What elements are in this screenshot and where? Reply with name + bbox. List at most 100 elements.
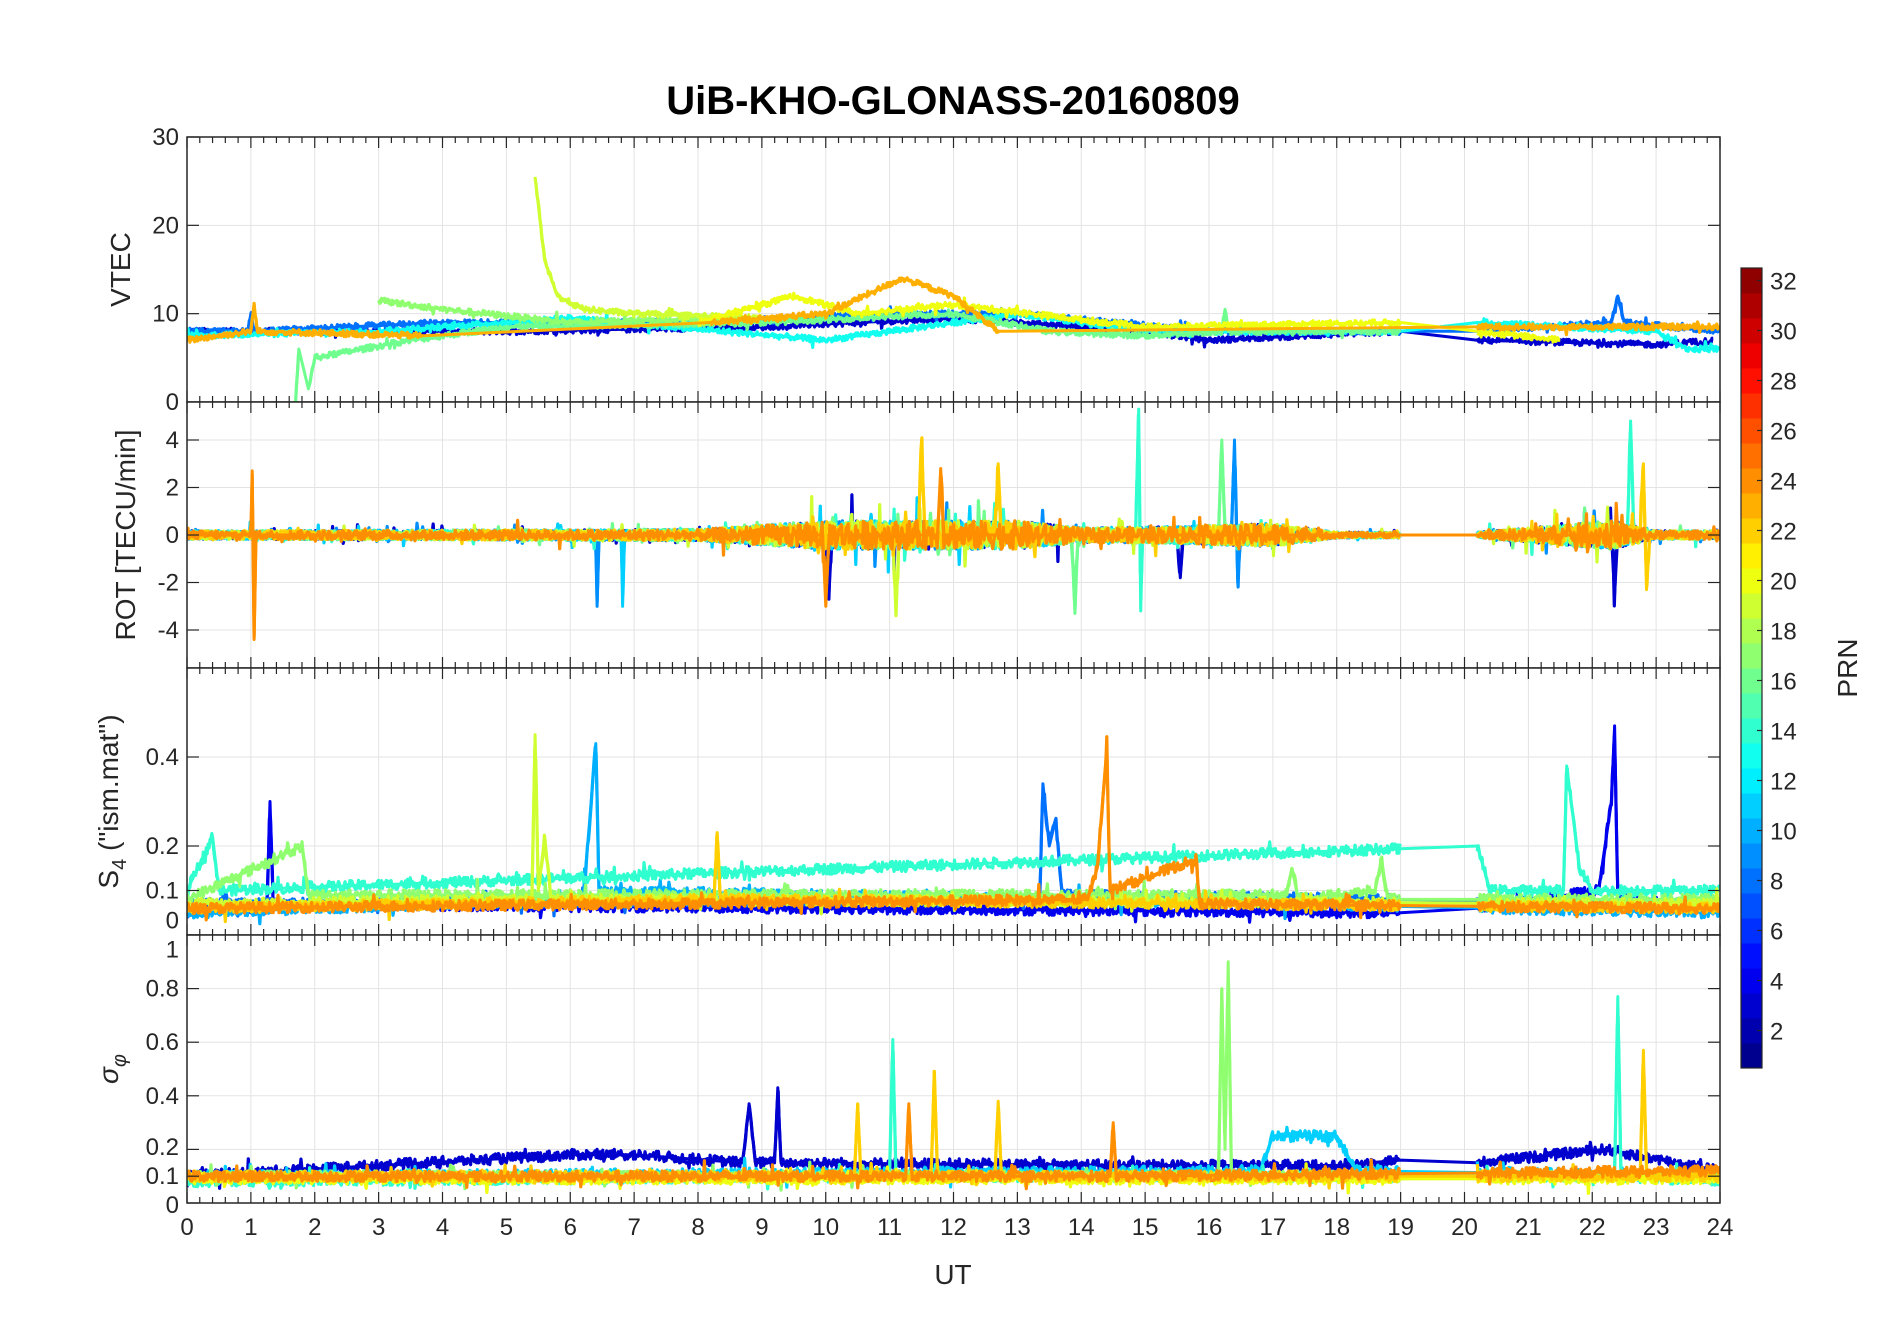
x-tick-label: 19 — [1387, 1214, 1414, 1241]
colorbar-tick-label: 10 — [1770, 819, 1797, 846]
y-tick-label: 0 — [166, 908, 179, 935]
colorbar-level — [1741, 793, 1762, 819]
series-group — [187, 176, 1720, 402]
y-label-rest: ("ism.mat") — [93, 714, 124, 858]
series-prn-24 — [1476, 895, 1720, 919]
series-prn-23 — [709, 276, 1000, 335]
colorbar-label: PRN — [1832, 638, 1863, 697]
series-group — [187, 960, 1720, 1196]
x-tick-label: 11 — [877, 1214, 902, 1241]
x-tick-label: 14 — [1068, 1214, 1095, 1241]
x-tick-label: 5 — [500, 1214, 513, 1241]
x-tick-label: 16 — [1196, 1214, 1223, 1241]
series-prn-20-knots — [697, 294, 1561, 342]
x-tick-label: 8 — [691, 1214, 704, 1241]
series-prn-17-knots — [187, 844, 1720, 901]
colorbar-level — [1741, 443, 1762, 469]
y-tick-label: -4 — [158, 617, 179, 644]
colorbar-level — [1741, 943, 1762, 969]
colorbar-level — [1741, 393, 1762, 419]
x-tick-label: 23 — [1643, 1214, 1670, 1241]
x-tick-label: 18 — [1323, 1214, 1350, 1241]
colorbar-tick-label: 22 — [1770, 519, 1797, 546]
colorbar-tick-label: 28 — [1770, 369, 1797, 396]
colorbar-level — [1741, 768, 1762, 794]
colorbar-tick-label: 18 — [1770, 619, 1797, 646]
series-prn-24-knots — [187, 746, 1720, 910]
y-tick-label: 30 — [152, 124, 179, 151]
x-axis-label: UT — [934, 1259, 971, 1290]
y-tick-label: 0.2 — [146, 833, 179, 860]
x-tick-label: 4 — [436, 1214, 449, 1241]
y-tick-label: 0.8 — [146, 976, 179, 1003]
colorbar-tick-label: 14 — [1770, 719, 1797, 746]
y-axis-label: ROT [TECU/min] — [110, 429, 141, 640]
series-group — [187, 724, 1720, 926]
colorbar-tick-label: 2 — [1770, 1019, 1783, 1046]
colorbar-level — [1741, 293, 1762, 319]
y-tick-label: 0.1 — [146, 1163, 179, 1190]
colorbar-frame — [1740, 267, 1763, 1069]
colorbar-level — [1741, 543, 1762, 569]
colorbar-level — [1741, 643, 1762, 669]
chart-title: UiB-KHO-GLONASS-20160809 — [666, 79, 1240, 123]
series-prn-16-knots — [294, 307, 1401, 402]
colorbar-level — [1741, 368, 1762, 394]
colorbar-tick-label: 20 — [1770, 569, 1797, 596]
y-label-main: S — [93, 870, 124, 889]
panel-0: 0 10 20 30 VTEC — [105, 124, 1721, 416]
colorbar-level — [1741, 418, 1762, 444]
panel-2: 0 0.1 0.2 0.4 S4 ("ism.mat") — [93, 667, 1721, 936]
series-group — [187, 407, 1720, 641]
x-tick-label: 15 — [1132, 1214, 1159, 1241]
colorbar-level — [1741, 493, 1762, 519]
colorbar-level — [1741, 818, 1762, 844]
colorbar-level — [1741, 843, 1762, 869]
series-prn-22-knots — [187, 438, 1720, 592]
y-axis-label: VTEC — [105, 232, 136, 307]
x-tick-label: 17 — [1260, 1214, 1287, 1241]
x-tick-label: 20 — [1451, 1214, 1478, 1241]
y-axis-label: σφ — [93, 1054, 131, 1084]
y-tick-label: 0 — [166, 1192, 179, 1219]
colorbar-tick-label: 32 — [1770, 269, 1797, 296]
x-tick-label: 22 — [1579, 1214, 1606, 1241]
series-prn-24 — [187, 473, 1402, 639]
colorbar-tick-label: 26 — [1770, 419, 1797, 446]
colorbar-level — [1741, 718, 1762, 744]
y-tick-label: 4 — [166, 427, 179, 454]
colorbar-tick-label: 30 — [1770, 319, 1797, 346]
x-tick-label: 6 — [564, 1214, 577, 1241]
x-tick-label: 2 — [308, 1214, 321, 1241]
colorbar-level — [1741, 343, 1762, 369]
series-prn-24-knots — [187, 1102, 1720, 1178]
y-tick-label: 0.6 — [146, 1029, 179, 1056]
panel-1: -4 -2 0 2 4 ROT [TECU/min] — [110, 401, 1721, 669]
colorbar-tick-label: 12 — [1770, 769, 1797, 796]
y-tick-label: 10 — [152, 301, 179, 328]
y-tick-label: 0.4 — [146, 744, 179, 771]
colorbar-level — [1741, 893, 1762, 919]
y-label-sub: 4 — [109, 859, 131, 870]
colorbar-level — [1741, 318, 1762, 344]
colorbar-level — [1741, 268, 1762, 294]
x-tick-label: 12 — [940, 1214, 967, 1241]
colorbar-level — [1741, 918, 1762, 944]
series-prn-24-knots — [187, 467, 1720, 641]
y-label-sub: φ — [109, 1054, 131, 1067]
colorbar-level — [1741, 1043, 1762, 1069]
colorbar-tick-label: 16 — [1770, 669, 1797, 696]
x-tick-label: 9 — [755, 1214, 768, 1241]
y-tick-label: 0 — [166, 389, 179, 416]
y-label-main: σ — [93, 1066, 124, 1084]
colorbar-tick-label: 8 — [1770, 869, 1783, 896]
colorbar-level — [1741, 693, 1762, 719]
x-tick-label: 0 — [180, 1214, 193, 1241]
colorbar-level — [1741, 618, 1762, 644]
x-tick-label: 24 — [1707, 1214, 1734, 1241]
x-tick-label: 10 — [812, 1214, 839, 1241]
x-tick-label: 7 — [627, 1214, 640, 1241]
colorbar-tick-label: 6 — [1770, 919, 1783, 946]
